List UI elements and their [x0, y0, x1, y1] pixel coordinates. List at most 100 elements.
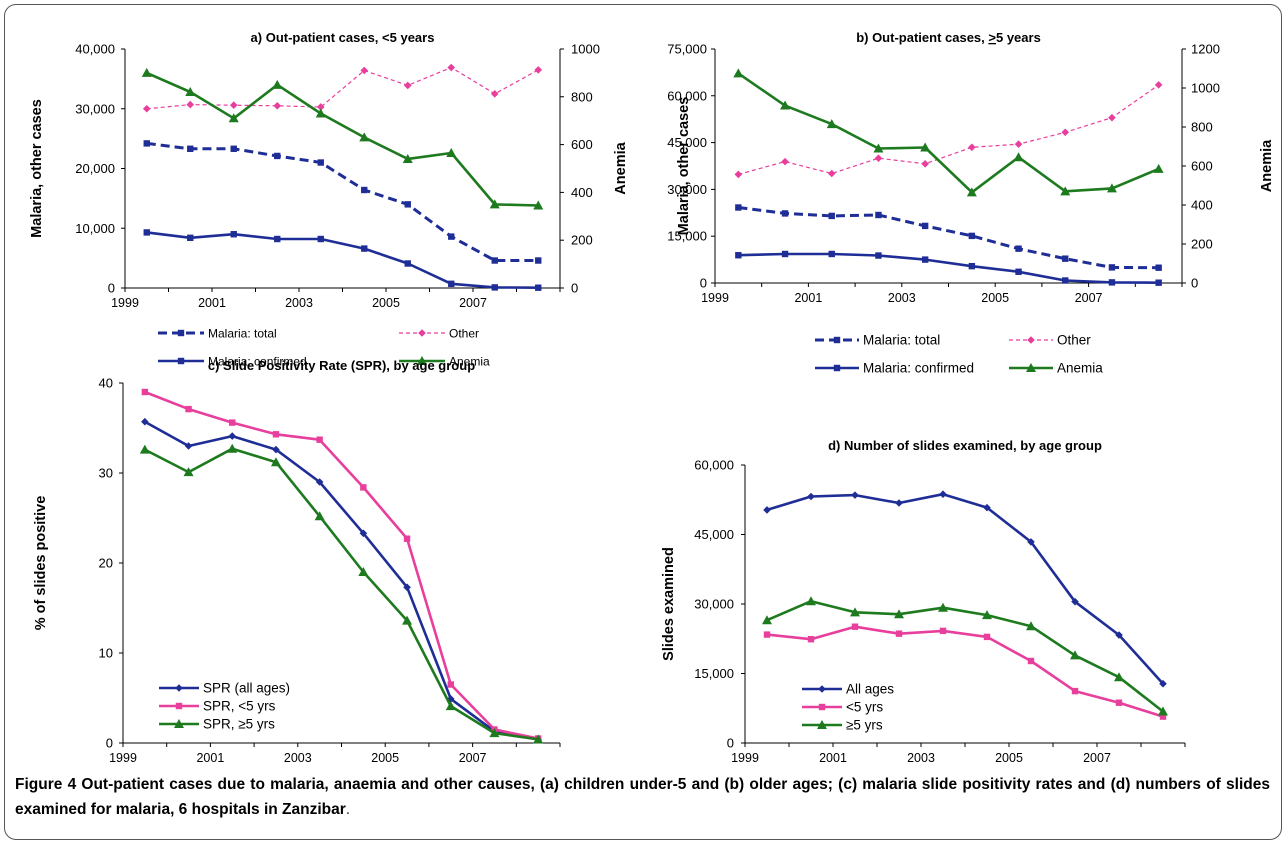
x-tick-label: 2007 [459, 296, 487, 310]
chart-title: c) Slide Positivity Rate (SPR), by age g… [208, 358, 475, 373]
legend-label: SPR (all ages) [203, 681, 290, 696]
data-point [763, 631, 771, 638]
y2-tick-label: 200 [571, 233, 593, 248]
data-point [315, 108, 326, 118]
data-point [921, 160, 929, 168]
data-point [1108, 279, 1116, 286]
series-0 [143, 140, 542, 264]
data-point [875, 211, 882, 219]
legend: All ages <5 yrs ≥5 yrs [802, 682, 894, 733]
data-point [826, 119, 837, 129]
data-point [1026, 621, 1036, 631]
legend-marker [174, 719, 184, 728]
data-point [921, 222, 929, 230]
data-point [781, 210, 789, 217]
data-point [141, 417, 149, 426]
series-line [738, 206, 1159, 270]
data-point [1115, 699, 1123, 706]
data-point [185, 87, 196, 97]
data-point [403, 583, 411, 592]
series-2 [139, 443, 544, 744]
legend-label: SPR, <5 yrs [203, 699, 276, 714]
data-point [1108, 264, 1116, 271]
data-point [186, 100, 195, 109]
legend-label: Malaria: total [863, 333, 940, 348]
series-line [738, 84, 1160, 175]
data-point [895, 499, 903, 507]
series-2 [762, 596, 1168, 716]
data-point [184, 442, 193, 450]
data-point [1062, 255, 1069, 262]
series-line [766, 599, 1164, 713]
legend: Malaria: total Other Malaria: confirmed Ane… [158, 327, 490, 369]
data-point [360, 484, 367, 491]
data-point [360, 66, 369, 75]
legend-label: Anemia [1057, 361, 1103, 376]
data-point [534, 66, 543, 74]
series-1 [734, 81, 1163, 179]
legend-marker [175, 684, 183, 692]
data-point [874, 154, 883, 162]
x-tick-label: 2007 [1075, 291, 1103, 305]
data-point [983, 503, 991, 512]
y2-tick-label: 0 [1191, 276, 1198, 291]
data-point [316, 103, 325, 111]
series-line [144, 447, 539, 741]
data-point [230, 231, 237, 238]
data-point [274, 235, 281, 243]
data-point [317, 235, 324, 243]
x-tick-label: 2003 [284, 751, 312, 765]
data-point [403, 81, 412, 90]
data-point [968, 232, 976, 240]
data-point [448, 233, 455, 240]
data-point [142, 104, 151, 113]
legend-marker [417, 356, 427, 365]
data-point [1062, 277, 1069, 284]
data-point [359, 132, 370, 142]
y-tick-label: 15,000 [667, 229, 707, 244]
data-point [491, 257, 498, 264]
y-tick-label: 45,000 [694, 527, 734, 542]
data-point [938, 602, 948, 612]
series-line [146, 231, 539, 289]
y-tick-label: 30,000 [694, 597, 734, 612]
figure-caption: Figure 4 Out-patient cases due to malari… [15, 772, 1270, 822]
legend-marker [175, 702, 183, 710]
y2-tick-label: 1200 [1191, 42, 1220, 57]
legend-label: Malaria: total [208, 327, 277, 341]
data-point [361, 245, 368, 252]
series-0 [763, 490, 1167, 688]
data-point [183, 467, 194, 477]
y2-tick-label: 600 [571, 137, 593, 152]
legend-marker [418, 329, 426, 337]
y2-axis-label: Anemia [1259, 139, 1275, 192]
data-point [828, 212, 835, 220]
data-point [807, 492, 815, 501]
data-point [491, 284, 498, 291]
x-tick-label: 2005 [371, 751, 399, 765]
series-line [146, 71, 539, 207]
data-point [1155, 264, 1162, 271]
y-tick-label: 30,000 [667, 182, 707, 197]
legend-label: ≥5 yrs [846, 718, 883, 733]
data-point [780, 100, 791, 110]
y-tick-label: 45,000 [667, 135, 707, 150]
data-point [1061, 128, 1070, 137]
data-point [402, 153, 413, 163]
data-point [228, 432, 237, 440]
data-point [875, 252, 882, 259]
x-tick-label: 1999 [731, 751, 759, 765]
data-point [1155, 279, 1162, 286]
data-point [535, 284, 542, 291]
data-point [781, 157, 789, 166]
series-line [144, 420, 539, 741]
data-point [1158, 706, 1168, 716]
data-point [1115, 631, 1123, 639]
legend-label: Other [1057, 333, 1091, 348]
y2-tick-label: 0 [571, 281, 578, 296]
data-point [445, 701, 456, 711]
legend-marker [177, 357, 185, 365]
y2-axis-label: Anemia [613, 141, 629, 194]
data-point [1015, 268, 1022, 275]
data-point [894, 609, 904, 619]
